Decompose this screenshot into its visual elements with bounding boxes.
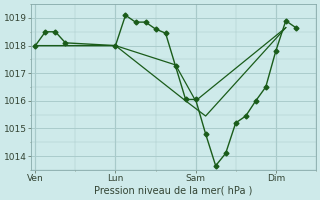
X-axis label: Pression niveau de la mer( hPa ): Pression niveau de la mer( hPa ) bbox=[94, 186, 253, 196]
